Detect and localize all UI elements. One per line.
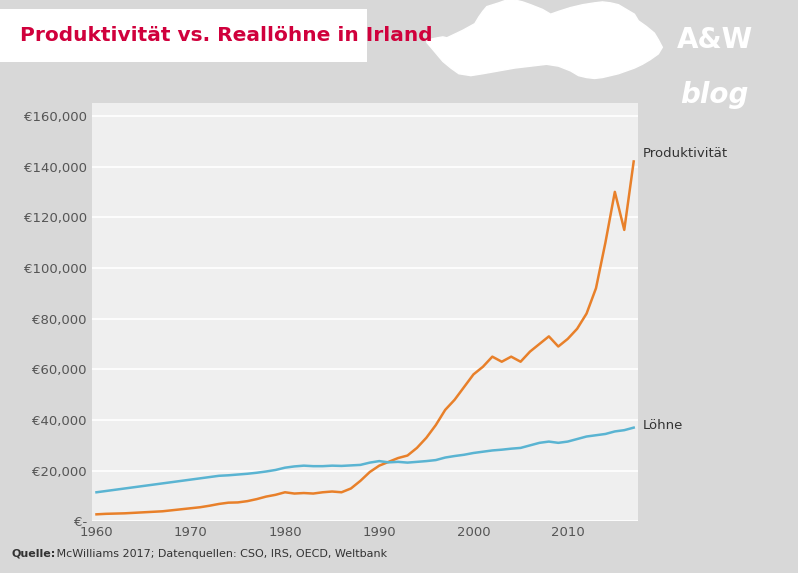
Text: A&W: A&W [677,26,753,54]
Text: Quelle:: Quelle: [12,549,56,559]
Text: Löhne: Löhne [643,419,684,431]
Text: McWilliams 2017; Datenquellen: CSO, IRS, OECD, Weltbank: McWilliams 2017; Datenquellen: CSO, IRS,… [53,549,387,559]
Text: blog: blog [681,81,749,108]
Text: Produktivität vs. Reallöhne in Irland: Produktivität vs. Reallöhne in Irland [20,26,433,45]
FancyBboxPatch shape [0,9,367,62]
Polygon shape [427,0,662,79]
Text: Produktivität: Produktivität [643,147,729,160]
